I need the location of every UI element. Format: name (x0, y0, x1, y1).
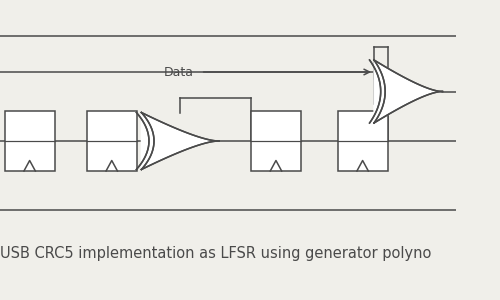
Polygon shape (374, 60, 442, 123)
Bar (251, 111, 301, 171)
Text: USB CRC5 implementation as LFSR using generator polyno: USB CRC5 implementation as LFSR using ge… (0, 246, 432, 261)
Bar (4, 111, 54, 171)
Polygon shape (142, 112, 219, 170)
Bar (86, 111, 137, 171)
Text: Data: Data (164, 65, 194, 79)
Bar (338, 111, 388, 171)
